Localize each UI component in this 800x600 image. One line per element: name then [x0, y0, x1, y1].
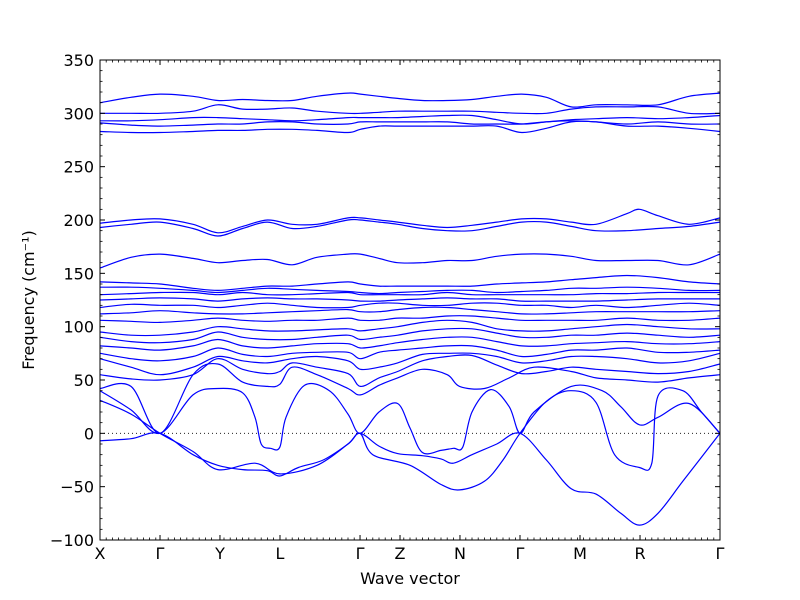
band-line-14	[99, 297, 720, 302]
band-line-5	[99, 354, 721, 388]
x-tick-label: Γ	[516, 544, 525, 563]
series-group	[99, 92, 721, 526]
x-axis-label: Wave vector	[360, 569, 460, 588]
band-line-19	[99, 218, 721, 237]
band-line-17	[99, 274, 721, 291]
band-line-10	[99, 319, 721, 337]
y-tick-label: 50	[74, 371, 94, 390]
x-tick-label: L	[276, 544, 285, 563]
y-tick-label: −50	[60, 478, 94, 497]
band-line-11	[99, 315, 721, 324]
y-tick-label: −100	[50, 531, 94, 550]
x-tick-label: Y	[214, 544, 225, 563]
band-line-1	[99, 432, 721, 526]
band-line-8	[99, 336, 721, 351]
band-line-22	[99, 120, 721, 127]
band-line-2	[99, 387, 721, 491]
band-line-24	[100, 104, 721, 115]
band-line-12	[99, 306, 721, 315]
band-line-16	[99, 286, 721, 295]
band-line-23	[99, 114, 721, 125]
band-line-20	[99, 208, 721, 234]
x-tick-label: M	[573, 544, 587, 563]
band-line-7	[99, 344, 721, 362]
band-line-15	[99, 291, 720, 296]
band-line-4	[99, 362, 721, 434]
x-tick-label: R	[634, 544, 645, 563]
y-axis-label: Frequency (cm⁻¹)	[19, 230, 38, 369]
band-line-18	[99, 253, 721, 269]
x-tick-label: X	[95, 544, 106, 563]
y-tick-label: 300	[63, 104, 94, 123]
y-tick-label: 200	[63, 211, 94, 230]
band-line-3	[99, 383, 721, 455]
band-line-21	[99, 120, 721, 134]
y-tick-label: 100	[63, 318, 94, 337]
band-line-9	[99, 327, 721, 344]
y-tick-label: 250	[63, 158, 94, 177]
x-tick-label: N	[454, 544, 466, 563]
y-tick-label: 350	[63, 51, 94, 70]
y-axis: −100 −50 0 50 100 150 200 250 300 350	[50, 51, 720, 550]
x-tick-label: Γ	[716, 544, 725, 563]
x-tick-label: Γ	[356, 544, 365, 563]
y-tick-label: 150	[63, 264, 94, 283]
y-tick-label: 0	[84, 424, 94, 443]
band-line-13	[99, 302, 721, 309]
x-tick-label: Z	[395, 544, 406, 563]
band-line-6	[99, 352, 721, 376]
x-tick-label: Γ	[156, 544, 165, 563]
band-line-25	[99, 92, 721, 108]
